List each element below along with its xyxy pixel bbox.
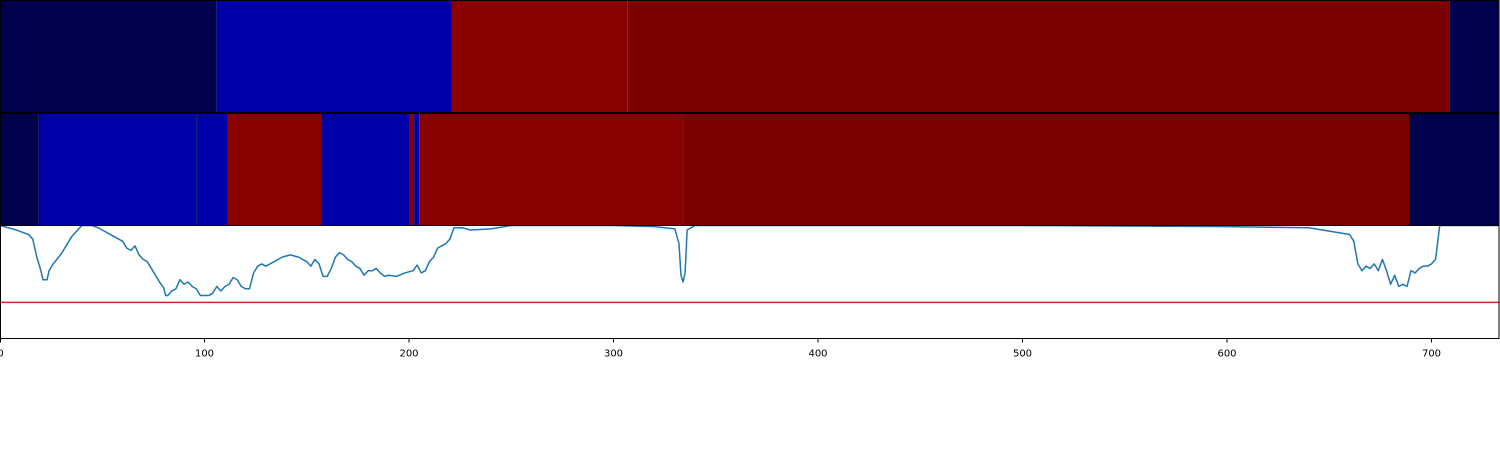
top-band-segment-3 (628, 1, 1450, 113)
x-tick-label-1: 100 (195, 349, 214, 360)
heatmap-middle-panel (0, 114, 1499, 226)
middle-band-segment-4 (227, 114, 321, 226)
middle-band-segment-10 (1409, 114, 1499, 226)
line-plot-background (0, 226, 1499, 339)
middle-band-segment-3 (198, 114, 227, 226)
line-plot-panel (0, 226, 1499, 339)
middle-band-segment-1 (39, 114, 196, 226)
x-tick-label-6: 600 (1217, 349, 1236, 360)
middle-band-segment-6 (409, 114, 414, 226)
x-tick-label-2: 200 (399, 349, 418, 360)
top-band-segment-1 (217, 1, 452, 113)
top-band-segment-2 (452, 1, 628, 113)
x-tick-label-0: 0 (0, 349, 4, 360)
middle-band-segment-5 (321, 114, 409, 226)
middle-band-segment-9 (683, 114, 1409, 226)
top-band-segment-0 (0, 1, 217, 113)
middle-band-segment-2 (196, 114, 197, 226)
x-tick-label-7: 700 (1422, 349, 1441, 360)
x-tick-label-4: 400 (808, 349, 827, 360)
x-tick-label-3: 300 (604, 349, 623, 360)
x-axis: 0 100 200 300 400 500 600 700 (0, 339, 1441, 360)
heatmap-top-panel (0, 1, 1499, 113)
middle-band-segment-8 (419, 114, 683, 226)
top-band-segment-4 (1450, 1, 1499, 113)
middle-band-segment-7 (414, 114, 419, 226)
x-tick-label-5: 500 (1013, 349, 1032, 360)
middle-band-segment-0 (0, 114, 39, 226)
